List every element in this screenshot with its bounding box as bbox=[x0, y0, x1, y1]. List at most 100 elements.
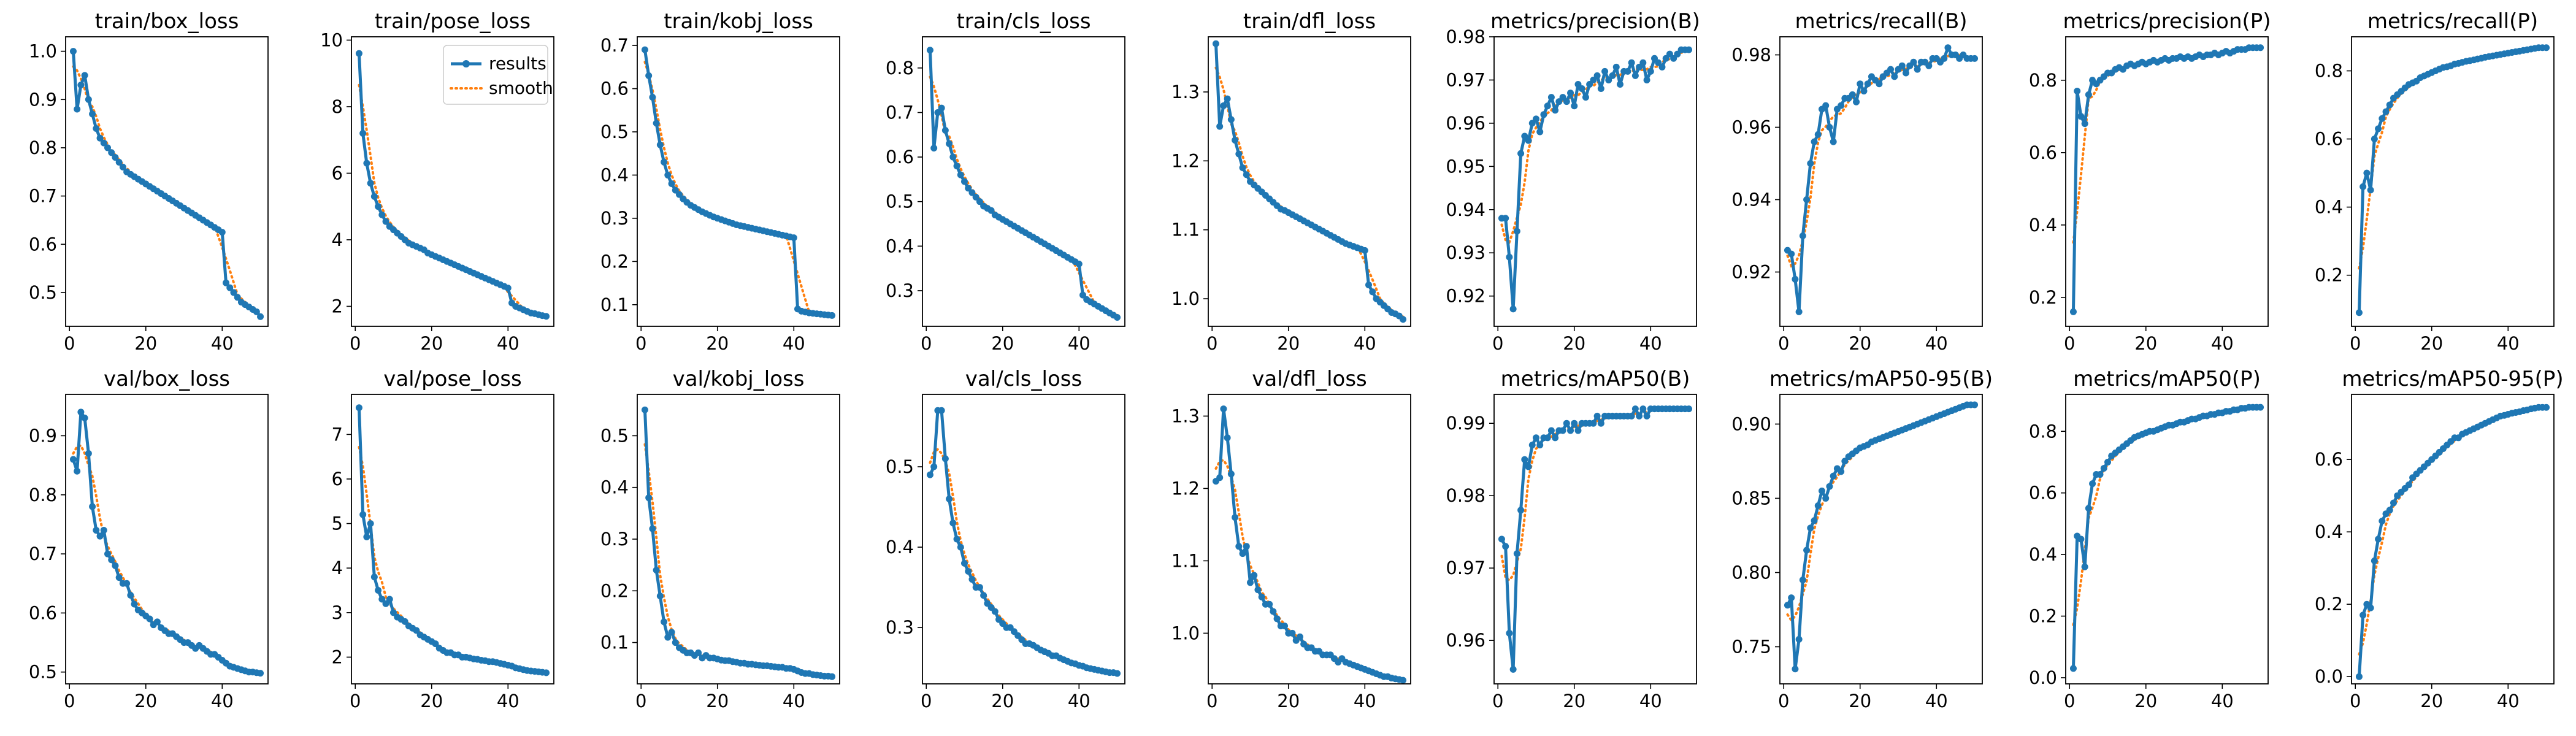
y-tick-label: 0.95 bbox=[1446, 156, 1485, 177]
x-tick-label: 40 bbox=[1354, 333, 1376, 354]
results-point bbox=[355, 404, 362, 412]
chart-panel: metrics/mAP50-95(P) 0 20 40 0.0 0.2 0.4 0.6 bbox=[2315, 367, 2564, 711]
results-point bbox=[1567, 427, 1574, 434]
x-tick-label: 0 bbox=[1778, 333, 1789, 354]
results-point bbox=[1506, 629, 1513, 637]
y-tick-label: 0.75 bbox=[1731, 636, 1771, 657]
plot-frame bbox=[1779, 36, 1983, 327]
y-tick-label: 0.6 bbox=[2315, 129, 2343, 150]
x-tick-label: 0 bbox=[921, 691, 932, 711]
results-point bbox=[257, 670, 264, 677]
results-point bbox=[234, 294, 241, 301]
results-point bbox=[1887, 66, 1895, 73]
results-point bbox=[695, 649, 702, 656]
results-point bbox=[359, 511, 367, 518]
results-point bbox=[1235, 543, 1243, 550]
results-point bbox=[1513, 550, 1520, 558]
y-tick-label: 0.5 bbox=[886, 456, 914, 477]
results-point bbox=[2379, 115, 2386, 122]
results-point bbox=[96, 134, 104, 142]
results-point bbox=[653, 567, 660, 574]
results-point bbox=[1830, 472, 1837, 480]
results-point bbox=[119, 163, 126, 171]
results-point bbox=[1803, 546, 1811, 554]
x-tick-label: 40 bbox=[783, 691, 805, 711]
results-point bbox=[1612, 63, 1620, 71]
smooth-line bbox=[1500, 407, 1690, 582]
results-point bbox=[649, 525, 656, 532]
y-tick-label: 0.6 bbox=[886, 147, 914, 167]
results-point bbox=[378, 211, 386, 218]
results-point bbox=[2390, 499, 2397, 507]
results-line bbox=[357, 407, 546, 675]
results-point bbox=[1544, 434, 1551, 442]
results-point bbox=[115, 574, 123, 581]
x-tick-label: 40 bbox=[1068, 691, 1091, 711]
results-point bbox=[1536, 442, 1544, 449]
panel-title: train/kobj_loss bbox=[664, 9, 813, 34]
results-point bbox=[1799, 232, 1806, 239]
results-point bbox=[2375, 535, 2382, 543]
chart-panel: val/pose_loss 0 20 40 2 3 4 5 6 7 bbox=[332, 367, 554, 711]
results-point bbox=[1227, 116, 1235, 123]
results-point bbox=[386, 596, 393, 603]
results-point bbox=[363, 533, 370, 540]
y-tick-label: 0.3 bbox=[600, 529, 629, 550]
plot-frame bbox=[1493, 394, 1697, 684]
y-tick-label: 1.2 bbox=[1171, 478, 1200, 499]
results-point bbox=[1525, 137, 1532, 144]
chart-panel: val/kobj_loss 0 20 40 0.1 0.2 0.3 0.4 0.5 bbox=[600, 367, 840, 711]
y-tick-label: 0.1 bbox=[600, 632, 629, 653]
results-point bbox=[2074, 88, 2081, 94]
results-point bbox=[77, 82, 85, 89]
results-point bbox=[2100, 465, 2107, 472]
results-point bbox=[1224, 95, 1231, 102]
results-point bbox=[1593, 412, 1601, 420]
panel-title: train/box_loss bbox=[95, 9, 239, 34]
results-point bbox=[1876, 80, 1883, 88]
y-tick-label: 1.3 bbox=[1171, 82, 1200, 102]
results-point bbox=[641, 46, 648, 53]
y-tick-label: 0.92 bbox=[1446, 286, 1485, 307]
results-point bbox=[74, 467, 81, 475]
results-point bbox=[668, 629, 675, 636]
results-point bbox=[2386, 507, 2393, 514]
results-point bbox=[370, 193, 378, 200]
y-tick-label: 1.1 bbox=[1171, 550, 1200, 571]
results-point bbox=[77, 408, 85, 416]
results-point bbox=[1639, 405, 1647, 413]
results-point bbox=[972, 193, 979, 201]
x-tick-label: 20 bbox=[2420, 333, 2443, 354]
results-point bbox=[1658, 63, 1666, 71]
results-point bbox=[965, 185, 972, 192]
results-point bbox=[1605, 76, 1612, 83]
y-tick-label: 0.5 bbox=[29, 282, 57, 303]
panel-title: metrics/precision(B) bbox=[1490, 9, 1700, 34]
panel-title: metrics/mAP50-95(P) bbox=[2342, 367, 2563, 391]
y-tick-label: 1.0 bbox=[1171, 288, 1200, 309]
results-line bbox=[643, 410, 832, 678]
results-point bbox=[1636, 63, 1643, 71]
y-tick-label: 0.2 bbox=[600, 251, 629, 272]
results-point bbox=[1498, 535, 1505, 543]
panel-title: val/dfl_loss bbox=[1252, 367, 1367, 391]
results-point bbox=[2379, 518, 2386, 524]
results-point bbox=[2355, 309, 2363, 316]
plot-frame bbox=[351, 394, 554, 684]
y-tick-label: 0.97 bbox=[1446, 558, 1485, 578]
y-tick-label: 0.85 bbox=[1731, 488, 1771, 508]
results-point bbox=[1365, 282, 1373, 289]
results-point bbox=[359, 129, 367, 137]
y-tick-label: 0.2 bbox=[2315, 265, 2343, 286]
results-point bbox=[949, 519, 957, 527]
results-line bbox=[1214, 44, 1405, 321]
results-point bbox=[1803, 196, 1811, 203]
y-tick-label: 0.6 bbox=[2029, 483, 2057, 504]
results-point bbox=[2375, 125, 2382, 132]
smooth-line bbox=[72, 444, 262, 674]
results-point bbox=[1220, 102, 1227, 109]
y-tick-label: 0.3 bbox=[886, 280, 914, 301]
y-tick-label: 0.6 bbox=[600, 79, 629, 99]
y-tick-label: 0.98 bbox=[1446, 26, 1485, 47]
results-point bbox=[375, 587, 382, 594]
